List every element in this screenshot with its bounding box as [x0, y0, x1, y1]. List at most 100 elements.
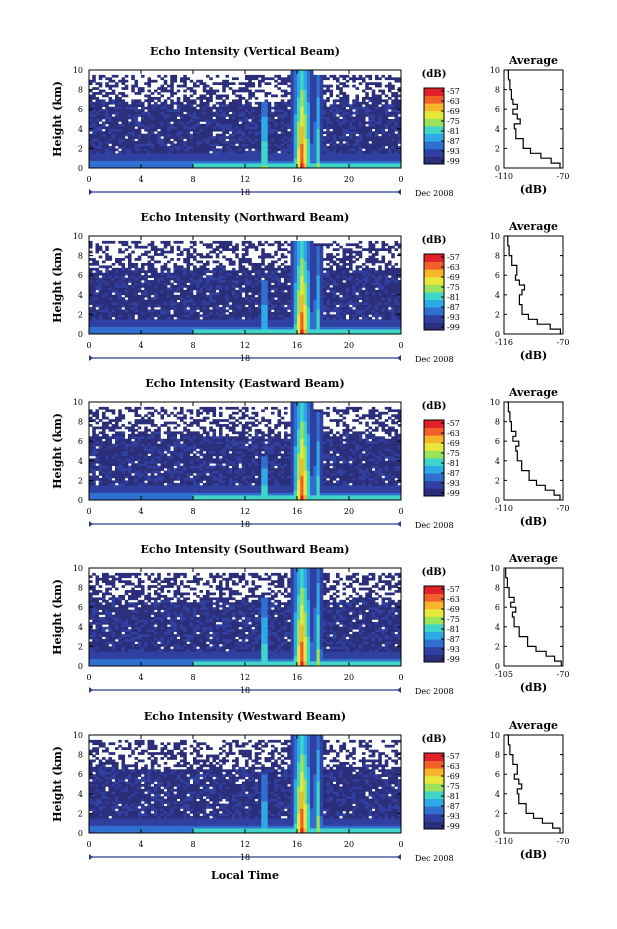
colorbar-tick-label: -87: [447, 469, 460, 478]
colorbar-segment: [424, 586, 444, 594]
y-axis-label: Height (km): [51, 579, 64, 655]
x-tick-label: 0: [398, 673, 403, 682]
colorbar-segment: [424, 631, 444, 640]
panel-title: Echo Intensity (Eastward Beam): [145, 377, 344, 390]
average-y-tick-label: 8: [495, 252, 500, 261]
average-y-tick-label: 4: [495, 623, 500, 632]
x-tick-label: 0: [398, 840, 403, 849]
colorbar-segment: [424, 148, 444, 157]
colorbar-segment: [424, 118, 444, 127]
x-tick-label: 4: [138, 840, 143, 849]
date-bar-arrow: [397, 355, 401, 361]
average-x-tick-label: -110: [495, 837, 513, 846]
colorbar-segment: [424, 314, 444, 323]
y-tick-label: 2: [78, 642, 83, 651]
colorbar-segment: [424, 821, 444, 830]
colorbar-segment: [424, 126, 444, 134]
date-day-label: 18: [240, 520, 250, 529]
average-y-tick-label: 8: [495, 584, 500, 593]
x-tick-label: 4: [138, 507, 143, 516]
average-y-tick-label: 4: [495, 291, 500, 300]
date-bar-arrow: [89, 854, 93, 860]
colorbar-segment: [424, 488, 444, 497]
colorbar-unit: (dB): [422, 734, 447, 745]
colorbar-tick-label: -75: [447, 615, 460, 624]
colorbar-segment: [424, 442, 444, 451]
date-bar-arrow: [89, 687, 93, 693]
colorbar-tick-label: -93: [447, 645, 460, 654]
average-y-tick-label: 8: [495, 418, 500, 427]
average-x-tick-label: -116: [495, 338, 513, 347]
average-x-tick-label: -110: [495, 504, 513, 513]
colorbar-tick-label: -69: [447, 772, 460, 781]
colorbar-segment: [424, 261, 444, 270]
colorbar-segment: [424, 141, 444, 150]
y-tick-label: 2: [78, 144, 83, 153]
average-x-label: (dB): [520, 349, 547, 362]
y-tick-label: 0: [78, 662, 83, 671]
x-tick-label: 20: [344, 175, 354, 184]
y-tick-label: 0: [78, 164, 83, 173]
colorbar-segment: [424, 292, 444, 300]
average-title: Average: [508, 719, 558, 732]
date-bar-arrow: [397, 854, 401, 860]
average-y-tick-label: 6: [495, 603, 500, 612]
x-tick-label: 0: [86, 507, 91, 516]
x-tick-label: 8: [190, 840, 195, 849]
x-tick-label: 20: [344, 840, 354, 849]
average-y-tick-label: 10: [490, 731, 500, 740]
colorbar-tick-label: -81: [447, 293, 460, 302]
colorbar-tick-label: -87: [447, 137, 460, 146]
colorbar-segment: [424, 95, 444, 104]
colorbar-segment: [424, 654, 444, 663]
average-x-label: (dB): [520, 515, 547, 528]
x-axis-label: Local Time: [211, 869, 279, 882]
x-tick-label: 4: [138, 341, 143, 350]
average-y-tick-label: 10: [490, 398, 500, 407]
colorbar-segment: [424, 299, 444, 308]
colorbar-segment: [424, 608, 444, 617]
y-tick-label: 6: [78, 770, 83, 779]
colorbar-tick-label: -63: [447, 97, 460, 106]
y-axis-label: Height (km): [51, 413, 64, 489]
average-x-label: (dB): [520, 183, 547, 196]
colorbar-frame: [423, 419, 445, 497]
colorbar-segment: [424, 806, 444, 815]
average-x-tick-label: -110: [495, 172, 513, 181]
colorbar-tick-label: -75: [447, 117, 460, 126]
average-y-tick-label: 4: [495, 790, 500, 799]
y-axis-label: Height (km): [51, 247, 64, 323]
colorbar-tick-label: -93: [447, 812, 460, 821]
colorbar-frame: [423, 585, 445, 663]
x-tick-label: 12: [240, 840, 250, 849]
y-tick-label: 4: [78, 457, 83, 466]
y-tick-label: 8: [78, 584, 83, 593]
x-tick-label: 16: [292, 341, 302, 350]
colorbar-tick-label: -57: [447, 253, 460, 262]
colorbar-segment: [424, 307, 444, 316]
colorbar-tick-label: -87: [447, 303, 460, 312]
average-profile-line: [506, 401, 561, 500]
average-y-tick-label: 0: [495, 662, 500, 671]
average-title: Average: [508, 552, 558, 565]
panel-title: Echo Intensity (Southward Beam): [141, 543, 350, 556]
x-tick-label: 4: [138, 673, 143, 682]
colorbar-tick-label: -99: [447, 157, 460, 166]
average-y-tick-label: 6: [495, 770, 500, 779]
colorbar-segment: [424, 813, 444, 822]
colorbar-tick-label: -75: [447, 782, 460, 791]
colorbar-unit: (dB): [422, 567, 447, 578]
date-bar-arrow: [89, 521, 93, 527]
colorbar-frame: [423, 87, 445, 165]
average-y-tick-label: 6: [495, 271, 500, 280]
panel-title: Echo Intensity (Northward Beam): [141, 211, 350, 224]
x-tick-label: 0: [86, 673, 91, 682]
panel-title: Echo Intensity (Westward Beam): [144, 710, 346, 723]
date-label: Dec 2008: [415, 189, 454, 198]
colorbar-segment: [424, 646, 444, 655]
x-tick-label: 0: [398, 175, 403, 184]
colorbar-segment: [424, 450, 444, 459]
colorbar-tick-label: -69: [447, 439, 460, 448]
date-bar-arrow: [89, 189, 93, 195]
y-tick-label: 4: [78, 125, 83, 134]
